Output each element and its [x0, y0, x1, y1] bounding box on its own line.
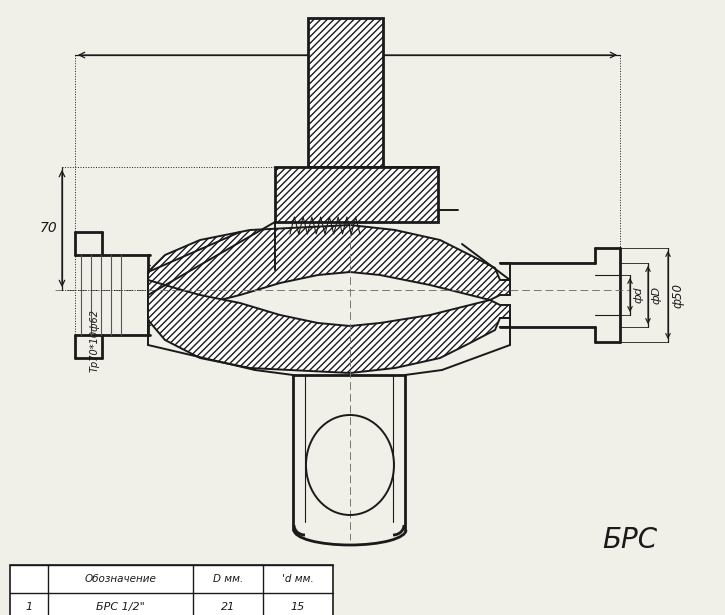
- Text: БРС: БРС: [602, 526, 658, 554]
- Polygon shape: [148, 280, 510, 373]
- Text: 15: 15: [291, 602, 305, 612]
- Text: D мм.: D мм.: [213, 574, 243, 584]
- Bar: [308, 18, 383, 167]
- Text: БРС 1/2": БРС 1/2": [96, 602, 145, 612]
- Bar: [10, 565, 333, 615]
- Text: Обозначение: Обозначение: [85, 574, 157, 584]
- Text: 21: 21: [221, 602, 235, 612]
- Bar: [275, 167, 438, 222]
- Text: Тр70*10ф62: Тр70*10ф62: [90, 309, 100, 371]
- Text: 1: 1: [25, 602, 33, 612]
- Text: 'd мм.: 'd мм.: [282, 574, 314, 584]
- Polygon shape: [148, 225, 510, 320]
- Text: ф50: ф50: [671, 282, 684, 308]
- Text: 70: 70: [39, 221, 57, 235]
- Text: фD: фD: [651, 286, 661, 304]
- Text: 132: 132: [332, 41, 362, 56]
- Text: фd: фd: [633, 287, 643, 303]
